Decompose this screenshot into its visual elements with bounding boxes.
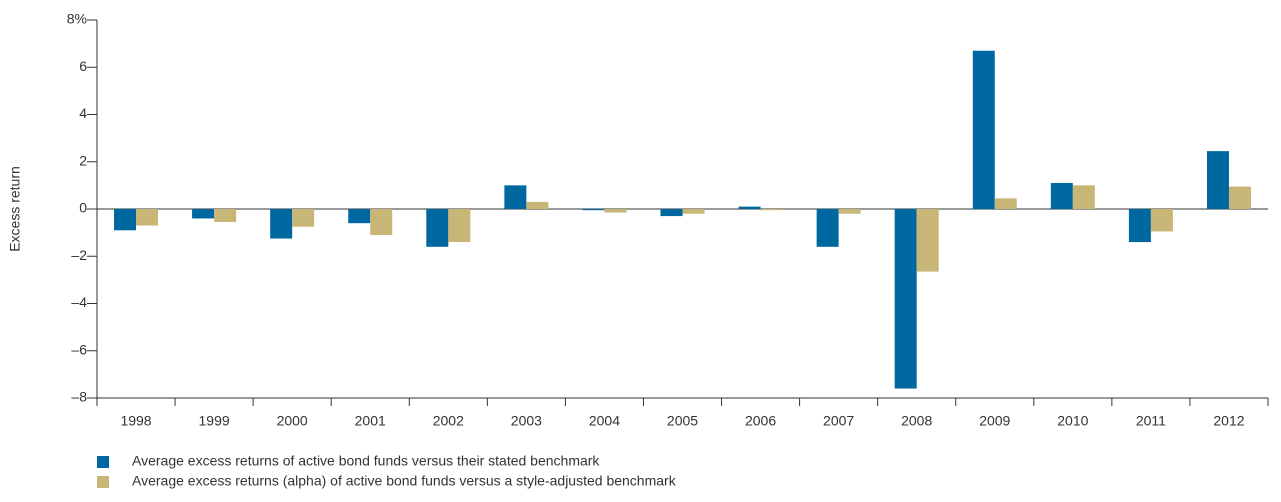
- bar: [1228, 186, 1251, 209]
- legend-label: Average excess returns (alpha) of active…: [132, 473, 677, 489]
- bar: [1128, 209, 1151, 243]
- x-tick-label: 2003: [511, 413, 542, 429]
- bar: [526, 201, 549, 209]
- bar: [426, 209, 449, 247]
- bar: [370, 209, 393, 235]
- bar: [738, 206, 761, 209]
- x-tick-label: 2008: [901, 413, 932, 429]
- y-tick-label: 6: [79, 58, 87, 74]
- x-tick-label: 2005: [667, 413, 698, 429]
- bar: [270, 209, 293, 239]
- bar: [972, 50, 995, 210]
- bar: [582, 209, 605, 211]
- x-tick-label: 2007: [823, 413, 854, 429]
- bar: [760, 209, 783, 211]
- bar: [682, 209, 705, 214]
- bar: [816, 209, 839, 247]
- y-tick-label: 0: [79, 200, 87, 216]
- x-tick-label: 2000: [277, 413, 308, 429]
- bar: [504, 185, 527, 209]
- x-tick-label: 2011: [1136, 413, 1166, 429]
- bar: [348, 209, 371, 224]
- bar: [136, 209, 159, 226]
- bar: [1150, 209, 1173, 232]
- x-tick-label: 2010: [1057, 413, 1088, 429]
- bar: [916, 209, 939, 272]
- x-tick-label: 2004: [589, 413, 620, 429]
- x-tick-label: 2012: [1213, 413, 1244, 429]
- y-axis-label: Excess return: [7, 166, 23, 252]
- legend-label: Average excess returns of active bond fu…: [132, 453, 600, 469]
- bar: [994, 198, 1017, 209]
- bar: [1050, 183, 1073, 209]
- x-tick-label: 2001: [355, 413, 386, 429]
- legend-swatch: [97, 476, 109, 488]
- bar: [192, 209, 215, 219]
- bar: [214, 209, 237, 222]
- bar: [838, 209, 861, 214]
- x-tick-label: 2006: [745, 413, 776, 429]
- bar: [1072, 185, 1095, 209]
- bar: [292, 209, 315, 227]
- y-tick-label: –6: [71, 341, 87, 357]
- x-tick-label: 2002: [433, 413, 464, 429]
- y-tick-label: 4: [79, 105, 87, 121]
- bar: [114, 209, 137, 231]
- x-tick-label: 1998: [120, 413, 151, 429]
- y-tick-label: –4: [71, 294, 87, 310]
- y-tick-label: 8%: [67, 11, 87, 27]
- bar: [604, 209, 627, 213]
- y-tick-label: –2: [71, 247, 87, 263]
- bar: [448, 209, 471, 243]
- bar: [1206, 151, 1229, 209]
- x-tick-label: 1999: [199, 413, 230, 429]
- y-tick-label: –8: [71, 389, 87, 405]
- legend-swatch: [97, 456, 109, 468]
- bar: [894, 209, 917, 389]
- x-tick-label: 2009: [979, 413, 1010, 429]
- bar: [660, 209, 683, 217]
- y-tick-label: 2: [79, 152, 87, 168]
